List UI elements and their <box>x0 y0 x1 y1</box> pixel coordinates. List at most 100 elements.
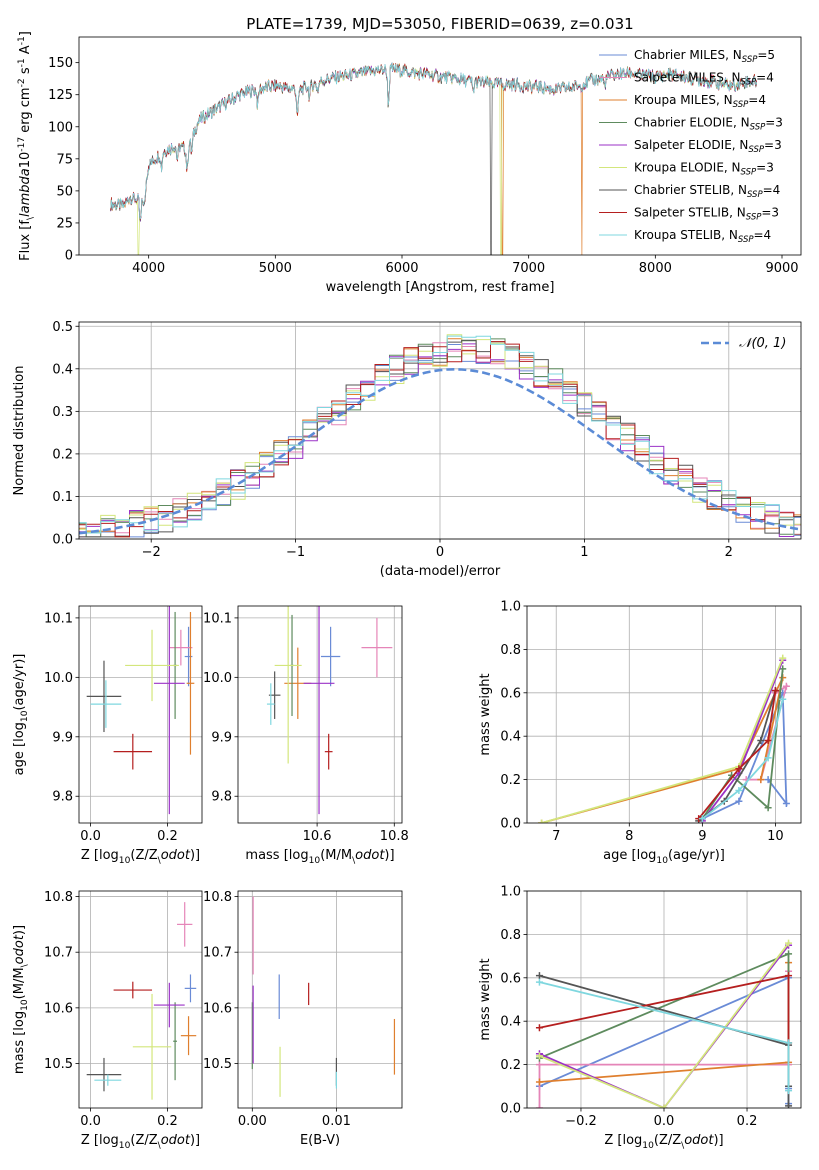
x-tick-label: 2 <box>725 545 733 560</box>
y-tick-label: 0.2 <box>500 1058 521 1073</box>
x-tick-label: 7000 <box>512 261 545 276</box>
legend-label-salpeter-elodie: Salpeter ELODIE, NSSP=3 <box>634 138 782 155</box>
y-tick-label: 75 <box>56 152 73 167</box>
normal-curve <box>79 367 801 535</box>
x-axis-label: wavelength [Angstrom, rest frame] <box>326 280 555 295</box>
x-axis-label: Z [log10​(Z/Z\​odot)] <box>81 848 200 866</box>
x-axis-label: Z [log10​(Z/Z\​odot)] <box>81 1133 200 1151</box>
errorbar-salpeter-elodie <box>303 606 335 815</box>
x-tick-label: 0.0 <box>80 1114 101 1129</box>
x-tick-label: 0.01 <box>322 1114 351 1129</box>
plot-area <box>266 606 393 815</box>
x-tick-label: 10 <box>767 829 784 844</box>
y-tick-label: 125 <box>48 88 73 103</box>
errorbar-salpeter-elodie <box>153 606 185 815</box>
legend: Chabrier MILES, NSSP=5 Salpeter MILES, NS… <box>599 48 783 245</box>
errorbar-kroupa-miles <box>186 611 195 755</box>
y-tick-label: 10.7 <box>203 946 232 961</box>
errorbar-chabrier-miles <box>184 626 193 687</box>
weight-line-kroupa-elodie <box>541 657 784 823</box>
y-axis-label: mass [log10​(M/M\​odot)] <box>12 925 30 1074</box>
x-tick-label: 10.8 <box>380 829 409 844</box>
y-tick-label: 10.8 <box>44 890 73 905</box>
weight-marker-chabrier-elodie <box>785 950 793 958</box>
y-tick-label: 0.4 <box>500 730 521 745</box>
x-tick-label: 0.0 <box>80 829 101 844</box>
y-tick-label: 9.8 <box>211 790 232 805</box>
x-axis-label: E(B-V) <box>300 1133 340 1148</box>
y-tick-label: 0.8 <box>500 928 521 943</box>
y-tick-label: 1.0 <box>500 885 521 900</box>
errorbar-kroupa-elodie <box>274 606 302 764</box>
y-tick-label: 0.6 <box>500 686 521 701</box>
x-axis-label: (data-model)/error <box>380 564 501 579</box>
y-axis-label: age [log10​(age/yr)] <box>12 654 30 776</box>
errorbar-chabrier-miles <box>184 974 197 1003</box>
weight-marker-kroupa-stelib <box>735 786 743 794</box>
errorbar-salpeter-elodie <box>153 982 185 1028</box>
axes-frame <box>78 890 203 1109</box>
x-tick-label: 0.00 <box>238 1114 267 1129</box>
axes-frame <box>237 605 403 824</box>
weight-marker-chabrier-miles <box>782 799 790 807</box>
errorbar-chabrier-elodie <box>173 1002 178 1081</box>
errorbar-kroupa-elodie <box>125 629 179 702</box>
weight-marker-kroupa-elodie <box>785 939 793 947</box>
x-tick-label: 7 <box>552 829 560 844</box>
legend-label-salpeter-stelib: Salpeter STELIB, NSSP=3 <box>634 206 779 223</box>
x-tick-label: 8 <box>625 829 633 844</box>
errorbar-chabrier-miles <box>320 626 341 687</box>
errorbar-salpeter-stelib <box>113 733 153 770</box>
y-tick-label: 100 <box>48 120 73 135</box>
x-tick-label: −2 <box>142 545 161 560</box>
y-tick-label: 10.1 <box>203 611 232 626</box>
plot-area <box>110 62 758 255</box>
weight-marker-kroupa-elodie <box>779 654 787 662</box>
panel-weight_vs_age: 7 8 9 10 0.0 0.2 0.4 0.6 0.8 1.0 age [log10​(age/y… <box>478 600 802 866</box>
weight-line-kroupa-elodie <box>539 942 790 1108</box>
weight-marker-kroupa-elodie <box>535 1052 543 1060</box>
x-tick-label: 0 <box>436 545 444 560</box>
y-tick-label: 9.8 <box>52 790 73 805</box>
histogram-salpeter-stelib <box>79 341 801 538</box>
x-tick-label: 9 <box>698 829 706 844</box>
plot-area <box>251 896 396 1097</box>
weight-marker-kroupa-stelib <box>764 754 772 762</box>
weight-marker-salpeter-stelib <box>785 972 793 980</box>
panel-residuals: −2 −1 0 1 2 0.0 0.1 0.2 0.3 0.4 0.5 (data-model)/er… <box>12 320 802 579</box>
weight-marker-salpeter-stelib <box>535 1024 543 1032</box>
histogram-kroupa-stelib <box>79 335 801 536</box>
y-tick-label: 10.8 <box>203 890 232 905</box>
y-tick-label: 0 <box>65 249 73 264</box>
y-tick-label: 0.4 <box>500 1015 521 1030</box>
figure-title: PLATE=1739, MJD=53050, FIBERID=0639, z=0… <box>246 15 633 33</box>
x-tick-label: 4000 <box>132 261 165 276</box>
plot-area <box>538 654 790 823</box>
y-tick-label: 10.5 <box>203 1057 232 1072</box>
weight-line-salpeter-stelib <box>697 690 777 820</box>
y-tick-label: 0.4 <box>52 362 73 377</box>
x-tick-label: −0.2 <box>565 1114 597 1129</box>
weight-marker-kroupa-elodie <box>660 1104 668 1108</box>
histogram-kroupa-elodie <box>79 334 801 533</box>
y-tick-label: 0.5 <box>52 320 73 335</box>
errorbar-salpeter-miles <box>177 902 193 947</box>
legend-label-normal-curve: 𝒩(0, 1) <box>739 336 786 351</box>
y-tick-label: 0.8 <box>500 643 521 658</box>
x-tick-label: 1 <box>580 545 588 560</box>
weight-marker-kroupa-stelib <box>785 1087 793 1095</box>
errorbar-salpeter-miles <box>169 629 193 666</box>
errorbar-salpeter-stelib <box>113 981 153 999</box>
weight-line-kroupa-miles <box>541 677 784 823</box>
weight-marker-chabrier-stelib <box>785 1102 793 1108</box>
legend-label-chabrier-miles: Chabrier MILES, NSSP=5 <box>634 48 775 65</box>
y-tick-label: 10.5 <box>44 1057 73 1072</box>
errorbar-chabrier-stelib <box>86 660 122 733</box>
weight-marker-salpeter-miles <box>782 682 790 690</box>
x-tick-label: 6000 <box>385 261 418 276</box>
errorbar-kroupa-elodie <box>132 993 172 1100</box>
legend-label-kroupa-stelib: Kroupa STELIB, NSSP=4 <box>634 228 771 245</box>
y-tick-label: 0.0 <box>500 817 521 832</box>
errorbar-chabrier-stelib <box>86 1057 122 1092</box>
weight-marker-chabrier-miles <box>735 797 743 805</box>
